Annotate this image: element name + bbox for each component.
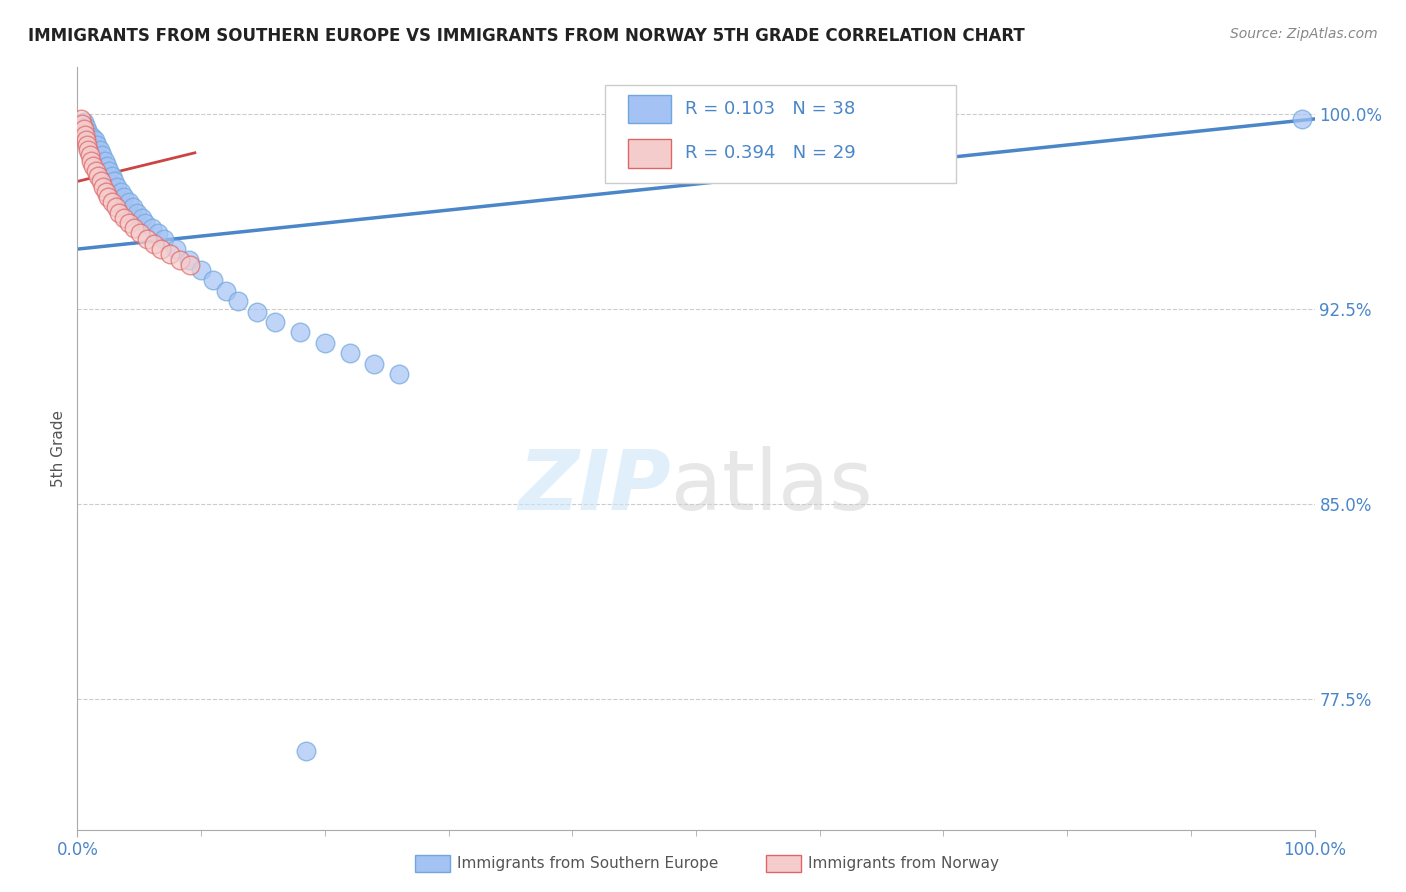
Point [169, 252, 191, 267]
Point [153, 232, 176, 246]
Point [264, 315, 287, 329]
Point [122, 221, 145, 235]
Point [141, 221, 163, 235]
Point [177, 252, 200, 267]
Point [129, 227, 152, 241]
Point [76, 138, 98, 153]
Point [165, 242, 187, 256]
Point [388, 367, 411, 381]
Point [89, 143, 111, 157]
Point [1291, 112, 1313, 126]
Text: Immigrants from Southern Europe: Immigrants from Southern Europe [457, 856, 718, 871]
Point [91, 179, 114, 194]
Point [288, 326, 311, 340]
Point [72, 114, 94, 128]
Text: R = 0.394   N = 29: R = 0.394 N = 29 [685, 145, 855, 162]
Point [90, 174, 112, 188]
Point [110, 185, 132, 199]
Point [97, 190, 120, 204]
Point [79, 148, 101, 162]
Point [82, 130, 104, 145]
Point [103, 174, 125, 188]
Text: Source: ZipAtlas.com: Source: ZipAtlas.com [1230, 27, 1378, 41]
Point [94, 185, 117, 199]
Point [314, 335, 336, 350]
Point [77, 143, 100, 157]
Point [134, 216, 156, 230]
Point [72, 117, 94, 131]
Point [202, 273, 225, 287]
Text: ZIP: ZIP [519, 446, 671, 527]
Point [98, 164, 121, 178]
Point [86, 138, 108, 153]
Point [112, 190, 135, 204]
Point [190, 263, 212, 277]
Point [131, 211, 153, 225]
Point [118, 195, 141, 210]
Point [146, 227, 169, 241]
Point [80, 153, 103, 168]
Point [101, 169, 124, 184]
Text: R = 0.103   N = 38: R = 0.103 N = 38 [685, 100, 855, 118]
Point [84, 164, 107, 178]
Point [150, 242, 173, 256]
Point [104, 201, 127, 215]
Point [91, 148, 114, 162]
Text: IMMIGRANTS FROM SOUTHERN EUROPE VS IMMIGRANTS FROM NORWAY 5TH GRADE CORRELATION : IMMIGRANTS FROM SOUTHERN EUROPE VS IMMIG… [28, 27, 1025, 45]
Point [122, 201, 145, 215]
Point [77, 125, 100, 139]
Point [363, 357, 385, 371]
Point [75, 133, 97, 147]
Point [72, 122, 94, 136]
Point [179, 258, 201, 272]
Point [215, 284, 238, 298]
Point [93, 153, 115, 168]
Point [82, 159, 104, 173]
Point [96, 159, 118, 173]
Point [73, 128, 96, 142]
Point [112, 211, 135, 225]
Text: Immigrants from Norway: Immigrants from Norway [808, 856, 1000, 871]
Point [295, 744, 318, 758]
Point [101, 195, 124, 210]
Point [339, 346, 361, 360]
Point [118, 216, 141, 230]
Point [87, 169, 110, 184]
Point [226, 294, 249, 309]
Y-axis label: 5th Grade: 5th Grade [51, 409, 66, 487]
Point [159, 247, 181, 261]
Point [143, 236, 166, 251]
Point [125, 205, 148, 219]
Point [83, 133, 105, 147]
Point [105, 179, 128, 194]
Point [108, 205, 131, 219]
Point [246, 304, 269, 318]
Text: atlas: atlas [671, 446, 873, 527]
Point [70, 112, 93, 126]
Point [75, 120, 97, 134]
Point [135, 232, 157, 246]
